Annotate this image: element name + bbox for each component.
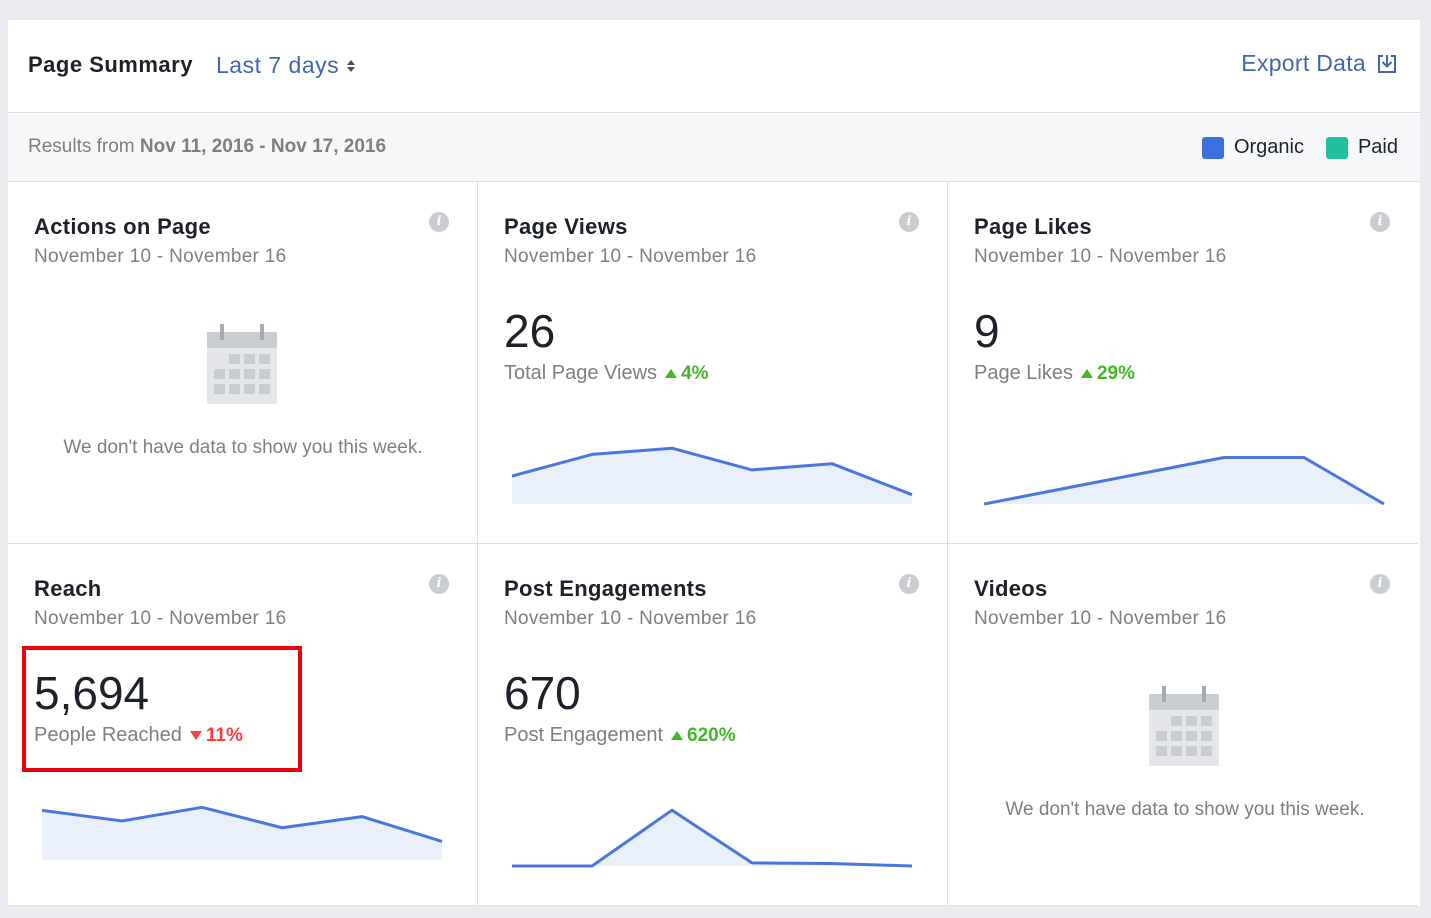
sparkline-reach [42,805,443,860]
change-badge: 29% [1080,363,1135,385]
card-date: November 10 - November 16 [504,608,757,629]
metric-row: Post Engagement 620% [504,724,736,747]
trend-up-icon [665,369,678,378]
card-post-engagements[interactable]: Post Engagements November 10 - November … [478,544,948,906]
card-title: Page Views [504,214,628,239]
card-page-likes[interactable]: Page Likes November 10 - November 16 i 9… [948,182,1418,544]
panel-header: Page Summary Last 7 days Export Data [8,20,1420,113]
trend-down-icon [189,731,202,740]
sparkline-area [512,448,912,504]
sparkline-area [984,457,1384,504]
card-page-views[interactable]: Page Views November 10 - November 16 i 2… [478,182,948,544]
no-data-message: We don't have data to show you this week… [1005,799,1365,820]
legend-item-organic: Organic [1201,136,1304,159]
download-icon [1378,54,1396,73]
sort-arrows-icon [347,59,356,72]
metric-row: Total Page Views 4% [504,362,709,385]
trend-up-icon [671,731,683,740]
sparkline-line [512,446,913,497]
legend-swatch-organic [1201,136,1224,159]
metric-value: 670 [504,667,581,719]
legend-swatch-paid [1325,136,1348,159]
sparkline-line [512,808,913,868]
legend: Organic Paid [1201,136,1398,159]
highlight-box [22,646,302,772]
info-icon[interactable]: i [1370,212,1390,232]
card-date: November 10 - November 16 [974,246,1227,267]
no-data-message: We don't have data to show you this week… [63,437,423,458]
card-title: Actions on Page [34,214,211,239]
card-title: Videos [974,576,1048,601]
card-title: Post Engagements [504,576,707,601]
metric-row: Page Likes 29% [974,362,1135,385]
card-actions-on-page[interactable]: Actions on Page November 10 - November 1… [8,182,478,544]
info-icon[interactable]: i [429,212,449,232]
results-range: Results from Nov 11, 2016 - Nov 17, 2016 [28,136,387,157]
sparkline-area [42,807,442,860]
sparkline-line [42,805,443,843]
card-title: Reach [34,576,102,601]
legend-item-paid: Paid [1325,136,1398,159]
date-range-label: Last 7 days [216,52,340,78]
results-dates: Nov 11, 2016 - Nov 17, 2016 [139,136,387,157]
metric-row: People Reached 11% [34,724,243,747]
summary-grid: Actions on Page November 10 - November 1… [8,182,1420,906]
info-icon[interactable]: i [429,574,449,594]
card-reach[interactable]: Reach November 10 - November 16 i 5,694 … [8,544,478,906]
export-data-button[interactable]: Export Data [1241,50,1398,77]
sparkline-post-engagements [512,808,913,868]
change-badge: 11% [189,725,243,747]
card-videos[interactable]: Videos November 10 - November 16 i We do… [948,544,1418,906]
page-summary-panel: Page Summary Last 7 days Export Data Res… [8,20,1420,906]
metric-value: 5,694 [34,667,150,719]
metric-value: 9 [974,305,1000,357]
card-date: November 10 - November 16 [34,246,287,267]
change-badge: 620% [671,725,736,747]
calendar-icon [207,324,277,404]
info-icon[interactable]: i [1370,574,1390,594]
metric-label: People Reached [34,724,182,746]
sparkline-page-views [512,446,913,504]
calendar-icon [1149,686,1219,766]
trend-up-icon [1080,369,1093,378]
metric-label: Total Page Views [504,362,658,384]
card-title: Page Likes [974,214,1092,239]
card-date: November 10 - November 16 [34,608,287,629]
sparkline-page-likes [984,456,1385,506]
card-date: November 10 - November 16 [974,608,1227,629]
page-title: Page Summary [28,52,193,77]
metric-value: 26 [504,305,556,357]
export-data-label: Export Data [1241,50,1366,76]
metric-label: Post Engagement [504,724,663,746]
info-icon[interactable]: i [899,212,919,232]
info-icon[interactable]: i [899,574,919,594]
card-date: November 10 - November 16 [504,246,757,267]
date-range-select[interactable]: Last 7 days [216,52,356,79]
change-badge: 4% [665,363,709,385]
metric-label: Page Likes [974,362,1073,384]
sparkline-line [984,456,1385,506]
results-bar: Results from Nov 11, 2016 - Nov 17, 2016… [8,114,1420,182]
